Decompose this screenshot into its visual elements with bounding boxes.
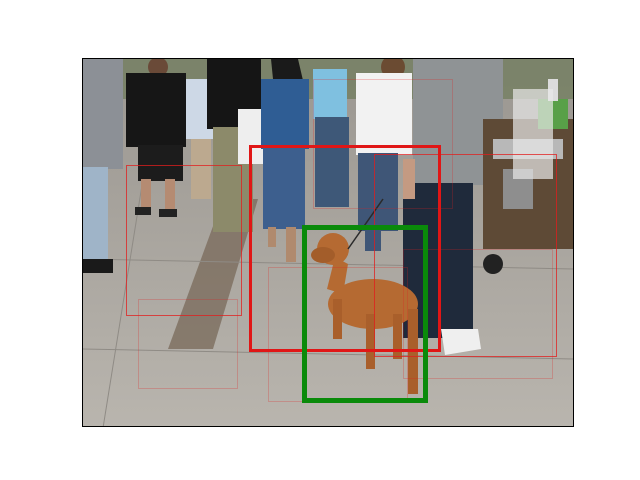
detection-box [374, 154, 557, 357]
detection-box [138, 299, 238, 389]
detection-box [403, 249, 553, 379]
detection-box [126, 165, 242, 316]
detection-box [313, 79, 453, 209]
ground-truth-box [302, 225, 428, 403]
photo-frame [82, 58, 574, 427]
street-scene-photo [83, 59, 573, 426]
detection-box-primary [249, 145, 441, 352]
